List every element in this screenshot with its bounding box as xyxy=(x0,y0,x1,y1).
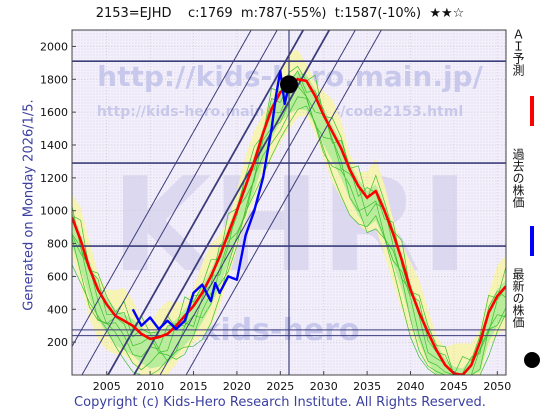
legend: ＡＩ予測 過去の株価 最新の株価 xyxy=(510,28,550,378)
trend-line-5 xyxy=(185,30,382,375)
x-tick-label-2: 2015 xyxy=(180,380,208,393)
legend-item-ai-forecast: ＡＩ予測 xyxy=(510,28,550,138)
current-price: c:1769 xyxy=(188,6,233,21)
trend-line-2 xyxy=(106,30,305,375)
series-past-price xyxy=(131,69,291,331)
y-tick-label-6: 1400 xyxy=(40,139,68,152)
forecast-band-outer xyxy=(72,50,506,375)
legend-label: ＡＩ予測 xyxy=(511,28,525,76)
plot-frame xyxy=(71,29,507,376)
x-tick-label-8: 2045 xyxy=(440,380,468,393)
legend-dot-black xyxy=(524,352,540,368)
x-tick-label-9: 2050 xyxy=(483,380,511,393)
y-tick-label-2: 600 xyxy=(47,270,68,283)
rating-stars: ★★☆ xyxy=(429,6,465,21)
target-price: t:1587(-10%) xyxy=(334,6,422,21)
y-tick-label-8: 1800 xyxy=(40,73,68,86)
x-tick-label-5: 2030 xyxy=(310,380,338,393)
legend-swatch-red xyxy=(530,96,534,126)
y-tick-label-3: 800 xyxy=(47,238,68,251)
x-tick-label-7: 2040 xyxy=(397,380,425,393)
forecast-band-inner xyxy=(72,72,506,375)
y-tick-label-9: 2000 xyxy=(40,40,68,53)
trend-line-0 xyxy=(72,30,252,348)
legend-label: 最新の株価 xyxy=(511,268,525,328)
stock-code: 2153=EJHD xyxy=(95,6,172,21)
y-tick-label-0: 200 xyxy=(47,336,68,349)
y-tick-label-7: 1600 xyxy=(40,106,68,119)
y-tick-label-1: 400 xyxy=(47,303,68,316)
y-tick-label-5: 1200 xyxy=(40,172,68,185)
x-tick-label-1: 2010 xyxy=(136,380,164,393)
watermark-url-3: kids-hero xyxy=(200,313,359,348)
x-tick-label-3: 2020 xyxy=(223,380,251,393)
legend-swatch-blue xyxy=(530,226,534,256)
x-tick-label-6: 2035 xyxy=(353,380,381,393)
legend-item-latest-price: 最新の株価 xyxy=(510,268,550,378)
x-tick-label-4: 2025 xyxy=(266,380,294,393)
trend-line-4 xyxy=(159,30,356,375)
legend-label: 過去の株価 xyxy=(511,148,525,208)
y-tick-label-4: 1000 xyxy=(40,205,68,218)
x-tick-label-0: 2005 xyxy=(93,380,121,393)
current-price-marker xyxy=(280,75,298,94)
chart-header: 2153=EJHD c:1769 m:787(-55%) t:1587(-10%… xyxy=(0,6,560,21)
trend-line-3 xyxy=(132,30,331,375)
mid-price: m:787(-55%) xyxy=(240,6,327,21)
copyright-footer: Copyright (c) Kids-Hero Research Institu… xyxy=(74,395,486,410)
trend-line-1 xyxy=(81,30,278,375)
legend-item-past-price: 過去の株価 xyxy=(510,148,550,258)
